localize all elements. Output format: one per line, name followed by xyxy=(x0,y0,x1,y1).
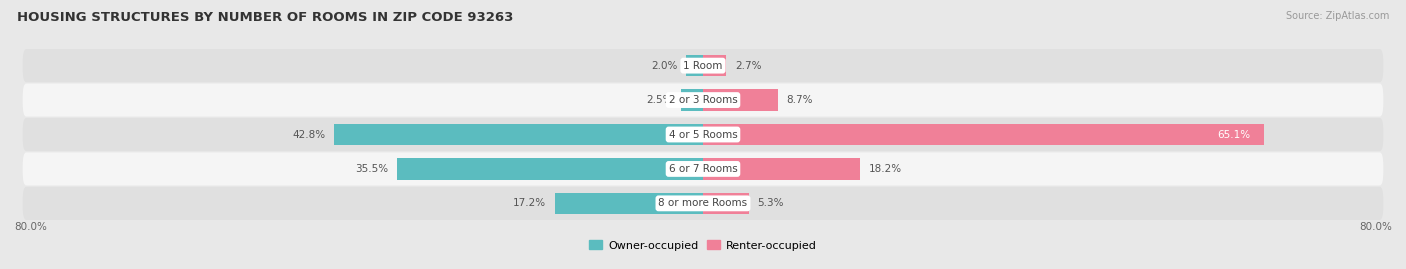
Bar xyxy=(703,124,1264,145)
FancyBboxPatch shape xyxy=(22,153,1384,185)
Bar xyxy=(703,193,748,214)
Text: 2 or 3 Rooms: 2 or 3 Rooms xyxy=(669,95,737,105)
FancyBboxPatch shape xyxy=(22,187,1384,220)
Text: 18.2%: 18.2% xyxy=(869,164,901,174)
Text: 2.7%: 2.7% xyxy=(735,61,762,71)
Text: 1 Room: 1 Room xyxy=(683,61,723,71)
Bar xyxy=(686,55,703,76)
Text: 80.0%: 80.0% xyxy=(1360,222,1392,232)
Text: 65.1%: 65.1% xyxy=(1218,129,1251,140)
Bar xyxy=(335,124,703,145)
FancyBboxPatch shape xyxy=(22,49,1384,82)
FancyBboxPatch shape xyxy=(22,118,1384,151)
Bar xyxy=(555,193,703,214)
Bar xyxy=(682,89,703,111)
FancyBboxPatch shape xyxy=(22,84,1384,116)
Bar xyxy=(703,158,859,180)
Text: Source: ZipAtlas.com: Source: ZipAtlas.com xyxy=(1285,11,1389,21)
Text: 35.5%: 35.5% xyxy=(356,164,388,174)
Bar xyxy=(703,89,778,111)
Text: 8.7%: 8.7% xyxy=(786,95,813,105)
Text: 17.2%: 17.2% xyxy=(513,198,547,208)
Text: 4 or 5 Rooms: 4 or 5 Rooms xyxy=(669,129,737,140)
Text: 42.8%: 42.8% xyxy=(292,129,326,140)
Legend: Owner-occupied, Renter-occupied: Owner-occupied, Renter-occupied xyxy=(586,238,820,253)
Text: 5.3%: 5.3% xyxy=(758,198,783,208)
Text: 80.0%: 80.0% xyxy=(14,222,46,232)
Bar xyxy=(398,158,703,180)
Bar xyxy=(703,55,727,76)
Text: HOUSING STRUCTURES BY NUMBER OF ROOMS IN ZIP CODE 93263: HOUSING STRUCTURES BY NUMBER OF ROOMS IN… xyxy=(17,11,513,24)
Text: 8 or more Rooms: 8 or more Rooms xyxy=(658,198,748,208)
Text: 2.5%: 2.5% xyxy=(647,95,673,105)
Text: 6 or 7 Rooms: 6 or 7 Rooms xyxy=(669,164,737,174)
Text: 2.0%: 2.0% xyxy=(651,61,678,71)
